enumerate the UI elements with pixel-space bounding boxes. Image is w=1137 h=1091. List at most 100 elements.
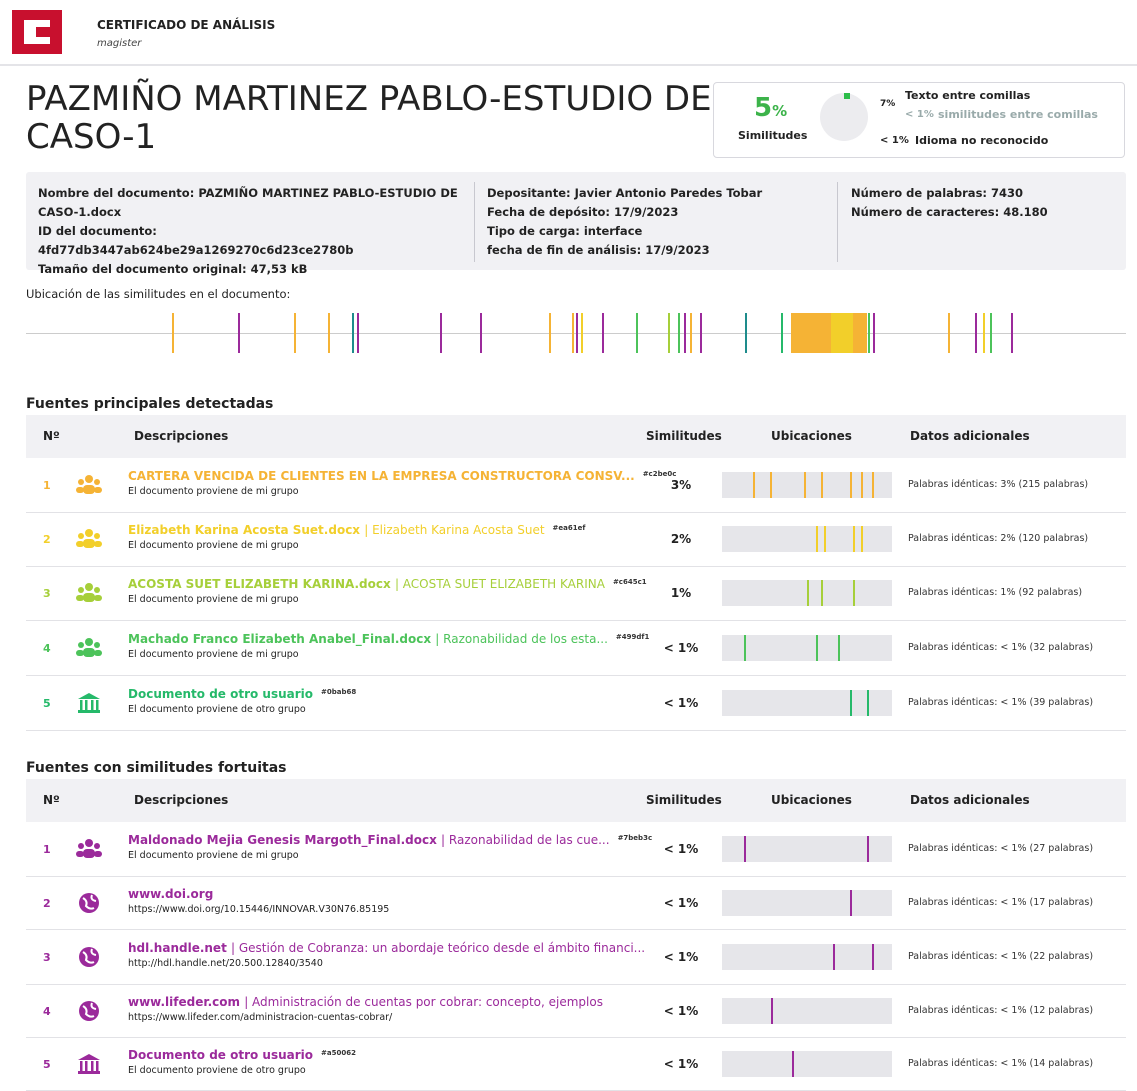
source-icon (76, 475, 102, 494)
donut (820, 93, 868, 141)
source-name: Documento de otro usuario #a50062 (128, 1048, 356, 1062)
column-header: Nº (43, 793, 60, 807)
location-tick (668, 313, 670, 353)
field-value: 47,53 kB (250, 262, 308, 276)
info-field: Tipo de carga: interface (487, 222, 827, 241)
column-header: Similitudes (646, 793, 722, 807)
location-bar (722, 997, 892, 1024)
percent: 5% (754, 93, 787, 123)
field-value: 48.180 (1003, 205, 1048, 219)
source-sub: El documento proviene de mi grupo (128, 594, 299, 605)
source-icon (78, 692, 100, 713)
field-value: Javier Antonio Paredes Tobar (574, 186, 763, 200)
column-header: Similitudes (646, 429, 722, 443)
location-block (831, 313, 853, 353)
location-tick (824, 526, 826, 552)
location-tick (791, 1050, 794, 1077)
location-tick (849, 472, 852, 498)
additional-data: Palabras idénticas: < 1% (17 palabras) (908, 896, 1094, 908)
source-sub: El documento proviene de mi grupo (128, 850, 299, 861)
location-tick (602, 313, 604, 353)
source-sub: https://www.doi.org/10.15446/INNOVAR.V30… (128, 903, 390, 915)
info-field: Tamaño del documento original: 47,53 kB (38, 260, 458, 279)
source-icon (76, 839, 102, 858)
source-name: www.lifeder.com | Administración de cuen… (128, 995, 603, 1009)
info-field: ID del documento: 4fd77db3447ab624be29a1… (38, 222, 458, 260)
location-tick (700, 313, 702, 353)
row-number: 3 (43, 587, 51, 600)
source-name: Maldonado Mejia Genesis Margoth_Final.do… (128, 833, 652, 847)
name-main: Documento de otro usuario (128, 686, 314, 701)
location-tick (769, 472, 772, 498)
similarity: < 1% (663, 949, 699, 964)
name-main: Maldonado Mejia Genesis Margoth_Final.do… (128, 833, 437, 847)
location-bar (722, 943, 892, 970)
row-number: 2 (43, 896, 51, 910)
name-main: Machado Franco Elizabeth Anabel_Final.do… (128, 631, 432, 646)
source-sub: El documento proviene de mi grupo (128, 648, 299, 660)
location-tick (576, 313, 578, 353)
name-main: hdl.handle.net (128, 940, 227, 955)
table-header: Nº Descripciones Similitudes Ubicaciones Dat… (26, 779, 1126, 822)
name-main: Documento de otro usuario (128, 1047, 314, 1062)
info-field: Depositante: Javier Antonio Paredes Toba… (487, 184, 827, 203)
item-label: Texto entre comillas (905, 89, 1031, 102)
location-tick (820, 472, 823, 498)
location-tick (866, 836, 869, 862)
source-sub: El documento proviene de otro grupo (128, 1064, 306, 1076)
location-tick (440, 313, 442, 353)
source-icon (76, 529, 102, 548)
location-tick (852, 580, 855, 606)
name-main: CARTERA VENCIDA DE CLIENTES EN LA EMPRES… (128, 469, 635, 483)
field-value: 7430 (991, 186, 1024, 200)
row-number: 3 (43, 950, 51, 964)
field-value: 4fd77db3447ab624be29a1269270c6d23ce2780b (38, 243, 354, 257)
location-tick (990, 313, 992, 353)
location-bar (722, 689, 892, 716)
doc-title: PAZMIÑO MARTINEZ PABLO-ESTUDIO DE CASO-1 (26, 79, 712, 157)
name-detail: | Razonabilidad de los esta... (435, 631, 608, 646)
source-icon (78, 1053, 100, 1074)
similarity: 2% (670, 532, 692, 546)
location-block (853, 313, 867, 353)
source-name: hdl.handle.net | Gestión de Cobranza: un… (128, 941, 645, 955)
location-tick (744, 634, 747, 661)
location-tick (807, 580, 809, 606)
separator (837, 182, 838, 262)
column-header: Descripciones (134, 429, 229, 443)
location-tick (238, 313, 240, 353)
source-row: 3 ACOSTA SUET ELIZABETH KARINA.docx | ACO… (26, 566, 1126, 621)
source-name: Machado Franco Elizabeth Anabel_Final.do… (128, 632, 649, 646)
source-name: CARTERA VENCIDA DE CLIENTES EN LA EMPRES… (128, 469, 676, 483)
location-bar (722, 472, 892, 498)
additional-data: Palabras idénticas: < 1% (22 palabras) (908, 950, 1094, 962)
section-title: Fuentes con similitudes fortuitas (26, 760, 287, 776)
row-number: 1 (43, 479, 51, 492)
location-tick (771, 997, 774, 1024)
info-field: Número de palabras: 7430 (851, 184, 1121, 203)
name-main: www.lifeder.com (128, 994, 240, 1009)
location-tick (815, 526, 818, 552)
field-label: Número de caracteres: (851, 205, 1000, 219)
location-tick (745, 313, 747, 353)
row-number: 4 (43, 641, 51, 655)
row-number: 4 (43, 1004, 51, 1018)
item-label: Idioma no reconocido (915, 134, 1049, 147)
additional-data: Palabras idénticas: < 1% (39 palabras) (908, 696, 1094, 708)
name-main: Elizabeth Karina Acosta Suet.docx (128, 523, 361, 537)
source-name: Elizabeth Karina Acosta Suet.docx | Eliz… (128, 523, 585, 537)
name-main: www.doi.org (128, 886, 214, 901)
location-tick (636, 313, 638, 353)
location-tick (861, 526, 864, 552)
source-row: 1 CARTERA VENCIDA DE CLIENTES EN LA EMPRE… (26, 458, 1126, 513)
location-bar (722, 889, 892, 916)
column-header: Datos adicionales (910, 429, 1030, 443)
info-column: Nombre del documento: PAZMIÑO MARTINEZ P… (38, 184, 458, 279)
location-bar (722, 1050, 892, 1077)
source-icon (76, 583, 102, 602)
summary: 5% Similitudes 7% Texto entre comillas <… (713, 82, 1125, 158)
location-tick (873, 313, 875, 353)
similarity: 1% (670, 586, 692, 600)
location-tick (866, 689, 869, 716)
percent-value: 5 (754, 93, 773, 123)
